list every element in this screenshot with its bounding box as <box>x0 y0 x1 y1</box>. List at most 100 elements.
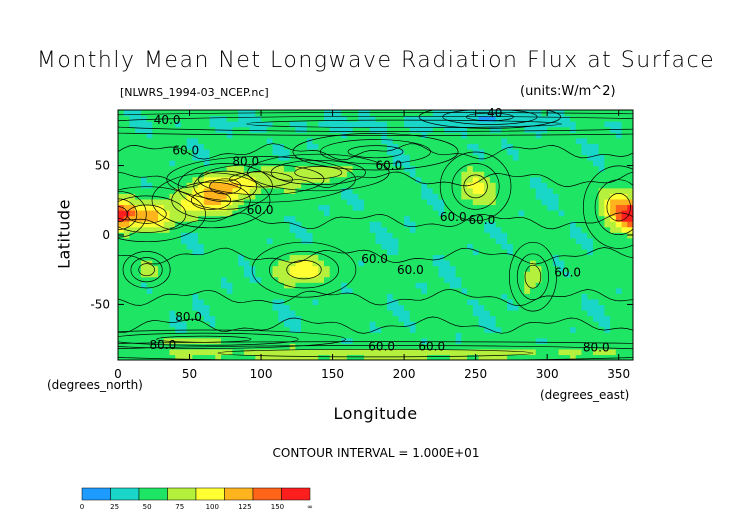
heatmap-cell <box>375 337 382 344</box>
heatmap-cell <box>341 137 348 144</box>
heatmap-cell <box>129 187 136 194</box>
heatmap-cell <box>140 243 148 250</box>
heatmap-cell <box>484 232 491 239</box>
heatmap-cell <box>535 137 543 144</box>
y-axis-label: Latitude <box>54 199 74 269</box>
heatmap-cell <box>158 310 165 317</box>
heatmap-cell <box>226 137 234 144</box>
heatmap-cell <box>306 182 314 189</box>
heatmap-cell <box>289 160 296 167</box>
heatmap-cell <box>123 282 131 289</box>
heatmap-cell <box>587 187 594 194</box>
heatmap-cell <box>409 248 417 256</box>
heatmap-cell <box>604 282 611 289</box>
heatmap-cell <box>255 260 262 267</box>
heatmap-cell <box>432 148 440 156</box>
y-tick-label: 50 <box>95 159 110 173</box>
heatmap-cell <box>169 165 176 172</box>
heatmap-cell <box>295 265 302 272</box>
heatmap-cell <box>507 348 514 356</box>
heatmap-cell <box>627 343 633 350</box>
heatmap-cell <box>507 287 514 294</box>
heatmap-cell <box>610 298 617 306</box>
heatmap-cell <box>530 348 537 356</box>
heatmap-cell <box>283 293 291 300</box>
heatmap-cell <box>604 176 611 183</box>
heatmap-cell <box>501 165 508 172</box>
heatmap-cell <box>627 215 633 222</box>
heatmap-cell <box>358 165 365 172</box>
heatmap-cell <box>610 337 617 344</box>
heatmap-cell <box>552 176 560 183</box>
heatmap-cell <box>432 310 440 317</box>
heatmap-cell <box>318 115 325 122</box>
heatmap-cell <box>369 276 377 283</box>
heatmap-cell <box>421 226 428 233</box>
heatmap-cell <box>489 154 497 161</box>
heatmap-cell <box>123 332 131 339</box>
heatmap-cell <box>415 310 422 317</box>
heatmap-cell <box>564 226 571 233</box>
heatmap-cell <box>398 260 405 267</box>
heatmap-cell <box>587 348 594 356</box>
heatmap-cell <box>324 110 331 117</box>
heatmap-cell <box>283 198 291 206</box>
heatmap-cell <box>404 187 411 194</box>
heatmap-cell <box>232 315 239 322</box>
heatmap-cell <box>489 348 497 356</box>
heatmap-cell <box>238 154 245 161</box>
heatmap-cell <box>501 332 508 339</box>
heatmap-cell <box>615 165 623 172</box>
heatmap-cell <box>381 321 388 328</box>
heatmap-cell <box>301 348 308 356</box>
heatmap-cell <box>329 176 337 183</box>
heatmap-cell <box>484 148 491 156</box>
heatmap-cell <box>163 193 171 200</box>
heatmap-cell <box>455 321 462 328</box>
heatmap-cell <box>467 243 474 250</box>
heatmap-cell <box>398 215 405 222</box>
heatmap-cell <box>221 165 228 172</box>
heatmap-cell <box>592 332 600 339</box>
heatmap-cell <box>489 243 497 250</box>
heatmap-cell <box>335 198 342 206</box>
heatmap-cell <box>415 354 422 360</box>
heatmap-cell <box>272 348 279 356</box>
heatmap-cell <box>146 310 153 317</box>
heatmap-cell <box>215 337 222 344</box>
heatmap-cell <box>198 304 205 311</box>
heatmap-cell <box>312 237 319 244</box>
heatmap-cell <box>118 354 125 360</box>
heatmap-cell <box>627 276 633 283</box>
heatmap-cell <box>278 304 285 311</box>
heatmap-cell <box>278 226 285 233</box>
heatmap-cell <box>163 276 171 283</box>
contour-line <box>190 190 232 210</box>
heatmap-cell <box>444 287 451 294</box>
heatmap-cell <box>558 315 565 322</box>
heatmap-cell <box>140 326 148 333</box>
heatmap-cell <box>604 182 611 189</box>
heatmap-cell <box>180 304 188 311</box>
heatmap-cell <box>135 148 142 156</box>
heatmap-cell <box>140 176 148 183</box>
heatmap-cell <box>404 337 411 344</box>
heatmap-cell <box>341 210 348 217</box>
heatmap-cell <box>295 304 302 311</box>
heatmap-cell <box>198 260 205 267</box>
heatmap-cell <box>547 276 554 283</box>
heatmap-cell <box>455 310 462 317</box>
heatmap-cell <box>169 204 176 211</box>
heatmap-cell <box>444 282 451 289</box>
heatmap-cell <box>530 171 537 178</box>
heatmap-cell <box>535 326 543 333</box>
heatmap-cell <box>604 171 611 178</box>
heatmap-cell <box>461 310 468 317</box>
heatmap-cell <box>346 315 354 322</box>
heatmap-cell <box>530 204 537 211</box>
heatmap-cell <box>369 187 377 194</box>
heatmap-cell <box>472 321 480 328</box>
heatmap-cell <box>507 171 514 178</box>
heatmap-cell <box>404 193 411 200</box>
heatmap-cell <box>192 260 199 267</box>
